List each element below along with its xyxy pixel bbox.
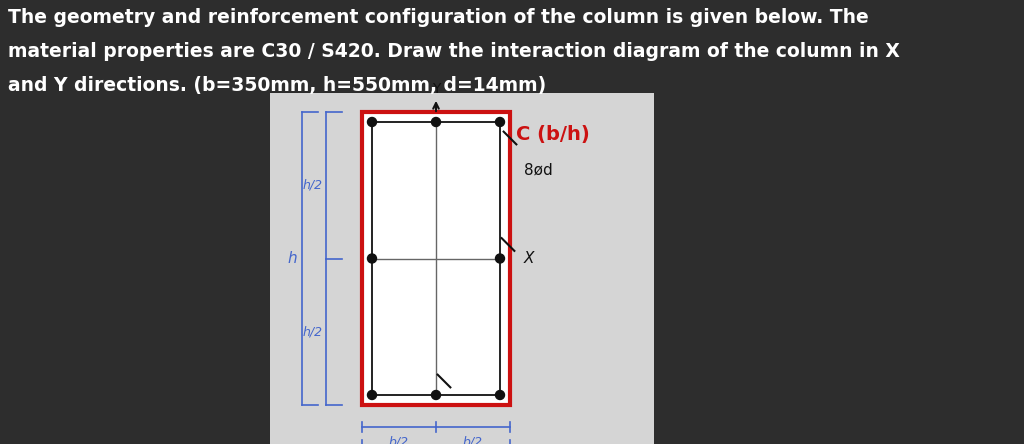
- Text: The geometry and reinforcement configuration of the column is given below. The: The geometry and reinforcement configura…: [8, 8, 868, 27]
- Circle shape: [368, 118, 377, 127]
- Bar: [270, 93, 654, 444]
- Text: h/2: h/2: [303, 325, 323, 338]
- Circle shape: [496, 391, 505, 400]
- Text: b/2: b/2: [463, 435, 483, 444]
- Text: h/2: h/2: [303, 179, 323, 192]
- Text: h: h: [288, 251, 297, 266]
- Text: Y: Y: [432, 82, 440, 96]
- Circle shape: [496, 118, 505, 127]
- Circle shape: [368, 391, 377, 400]
- Text: C (b/h): C (b/h): [516, 124, 590, 143]
- Circle shape: [431, 118, 440, 127]
- Text: X: X: [524, 251, 535, 266]
- Bar: [372, 122, 500, 395]
- Circle shape: [431, 391, 440, 400]
- Text: b/2: b/2: [389, 435, 409, 444]
- Text: material properties are C30 / S420. Draw the interaction diagram of the column i: material properties are C30 / S420. Draw…: [8, 42, 900, 61]
- Text: and Y directions. (b=350mm, h=550mm, d=14mm): and Y directions. (b=350mm, h=550mm, d=1…: [8, 76, 546, 95]
- Circle shape: [496, 254, 505, 263]
- Bar: [362, 112, 510, 405]
- Circle shape: [368, 254, 377, 263]
- Text: 8ød: 8ød: [524, 163, 553, 178]
